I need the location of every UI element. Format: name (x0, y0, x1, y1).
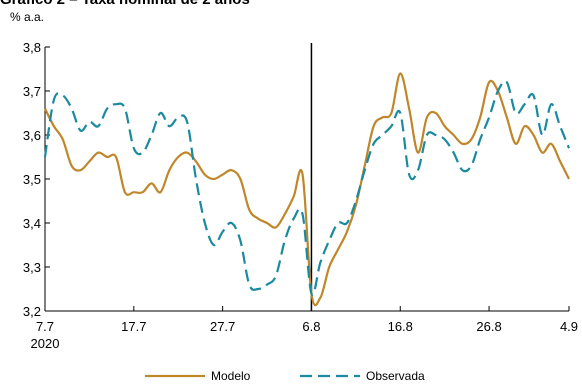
y-tick-label: 3,8 (23, 40, 41, 55)
series-line (44, 72, 570, 307)
series-line (43, 80, 571, 296)
x-tick-label: 26.8 (476, 319, 501, 334)
x-tick-label: 16.8 (388, 319, 413, 334)
chart-subtitle: % a.a. (10, 10, 44, 24)
x-tick-label: 4.9 (560, 319, 578, 334)
y-tick-label: 3,7 (23, 84, 41, 99)
legend-label: Modelo (211, 369, 251, 383)
y-tick-label: 3,5 (23, 172, 41, 187)
x-tick-label: 7.7 (36, 319, 54, 334)
y-tick-label: 3,3 (23, 260, 41, 275)
y-tick-label: 3,6 (23, 128, 41, 143)
x-tick-label: 27.7 (210, 319, 235, 334)
chart-title: Gráfico 2 – Taxa nominal de 2 anos (0, 0, 250, 8)
legend-label: Observada (366, 369, 425, 383)
y-tick-label: 3,4 (23, 216, 41, 231)
x-tick-label: 6.8 (302, 319, 320, 334)
x-tick-label: 17.7 (121, 319, 146, 334)
x-sublabel: 2020 (31, 336, 60, 351)
y-tick-label: 3,2 (23, 304, 41, 319)
